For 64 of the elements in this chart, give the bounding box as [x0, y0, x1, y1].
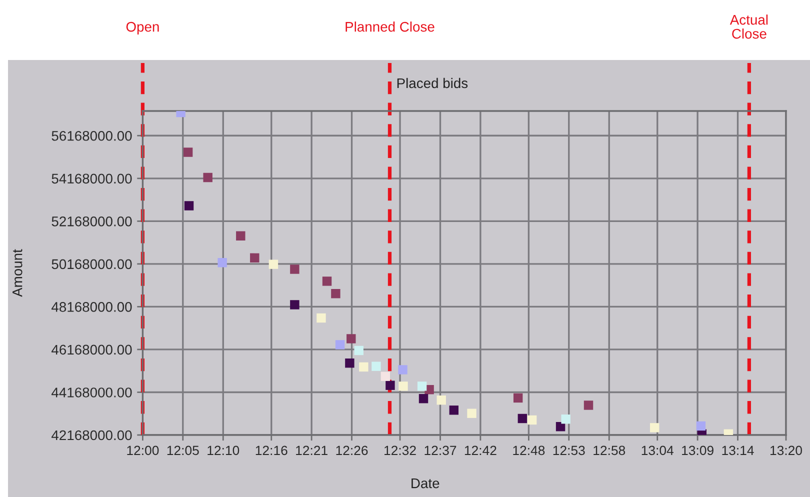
- x-axis-title: Date: [412, 478, 440, 488]
- point: [346, 334, 356, 344]
- point: [449, 406, 459, 415]
- point: [696, 421, 706, 431]
- y-tick-label: 52168000.00: [52, 216, 132, 226]
- point: [518, 414, 528, 424]
- y-tick-label: 54168000.00: [52, 174, 132, 184]
- x-tick-label: 12:21: [296, 446, 328, 455]
- x-tick-label: 12:32: [384, 446, 416, 456]
- y-tick-label: 50168000.00: [52, 259, 132, 270]
- point: [236, 231, 246, 240]
- point: [436, 395, 446, 405]
- point: [561, 414, 570, 424]
- point: [354, 346, 364, 356]
- point: [345, 358, 354, 368]
- point: [386, 380, 395, 390]
- y-tick-label: 42168000.00: [52, 430, 132, 440]
- point: [218, 258, 227, 268]
- point: [250, 253, 260, 263]
- point: [335, 340, 345, 350]
- point: [316, 313, 326, 323]
- x-tick-label: 13:14: [722, 446, 754, 456]
- ref-line-label: Open: [126, 22, 159, 34]
- y-tick-label: 44168000.00: [52, 388, 132, 398]
- point: [467, 408, 476, 418]
- point: [418, 394, 428, 404]
- x-tick-label: 12:58: [594, 446, 626, 456]
- x-tick-label: 12:16: [256, 446, 288, 456]
- point: [268, 260, 278, 269]
- point: [184, 201, 194, 210]
- y-tick-label: 56168000.00: [52, 130, 132, 141]
- point: [183, 148, 193, 157]
- point: [417, 382, 427, 391]
- x-tick-label: 13:04: [642, 446, 674, 456]
- x-tick-label: 12:05: [167, 446, 199, 456]
- point: [290, 264, 300, 274]
- point: [203, 172, 212, 182]
- point: [650, 423, 660, 432]
- point: [331, 289, 340, 298]
- point: [322, 276, 332, 286]
- point: [359, 362, 368, 372]
- point: [584, 400, 594, 410]
- y-axis-title: Amount: [12, 249, 22, 297]
- x-tick-label: 12:00: [127, 446, 159, 456]
- point: [398, 382, 408, 391]
- point: [372, 362, 381, 371]
- x-tick-label: 12:53: [553, 446, 585, 456]
- x-tick-label: 12:26: [336, 446, 368, 456]
- x-tick-label: 12:37: [424, 446, 456, 456]
- x-tick-label: 12:10: [208, 446, 240, 456]
- x-tick-label: 13:20: [770, 446, 802, 456]
- point: [513, 393, 523, 403]
- x-tick-label: 13:09: [682, 446, 714, 456]
- ref-line-label: Planned Close: [346, 22, 434, 32]
- y-tick-label: 46168000.00: [52, 344, 132, 355]
- point: [380, 372, 390, 381]
- y-tick-label: 48168000.00: [52, 302, 132, 312]
- ref-line-label: Actual Close: [730, 14, 768, 39]
- point: [290, 300, 300, 310]
- x-tick-label: 12:48: [513, 446, 545, 456]
- chart-title: Placed bids: [397, 78, 468, 88]
- x-tick-label: 12:42: [464, 446, 496, 455]
- point: [398, 365, 408, 374]
- point: [527, 415, 537, 425]
